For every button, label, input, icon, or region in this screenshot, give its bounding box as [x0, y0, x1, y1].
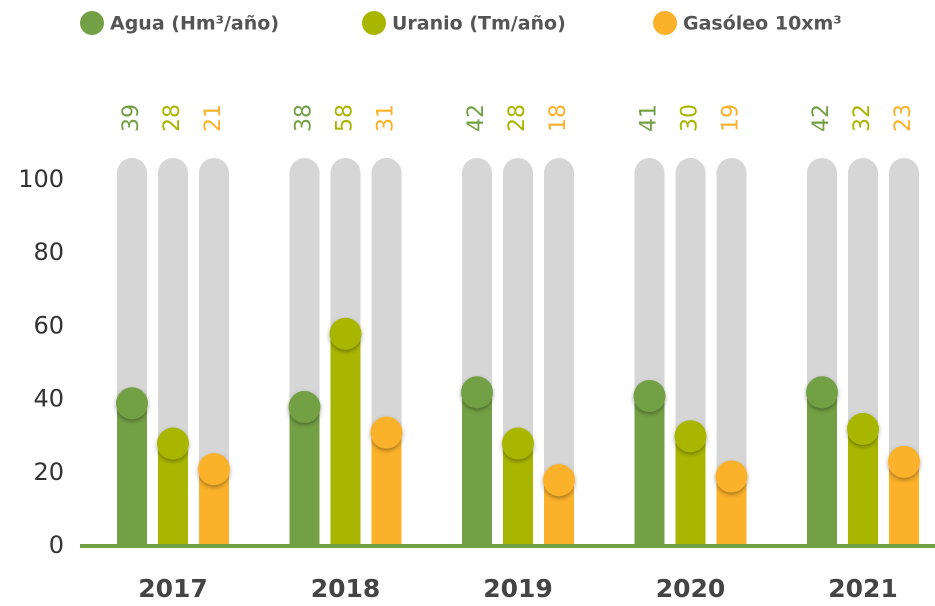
value-label: 42 — [464, 104, 489, 132]
bar-cap — [806, 376, 838, 409]
value-label: 23 — [891, 104, 916, 132]
value-label: 42 — [809, 104, 834, 132]
value-label: 31 — [374, 104, 399, 132]
bar-cap — [116, 387, 148, 420]
legend-swatch — [362, 11, 386, 35]
x-tick-label: 2017 — [138, 574, 208, 603]
bar-cap — [543, 464, 575, 497]
track — [544, 158, 574, 548]
track — [199, 158, 229, 548]
bar-cap — [157, 427, 189, 460]
bar-cap — [370, 416, 403, 449]
y-tick-label: 20 — [33, 458, 64, 486]
value-label: 18 — [546, 104, 571, 132]
value-label: 38 — [292, 104, 317, 132]
value-label: 30 — [678, 104, 703, 132]
y-tick-label: 40 — [33, 385, 64, 413]
bar — [289, 406, 320, 546]
bar — [158, 443, 188, 546]
bar — [462, 392, 492, 546]
bar — [117, 403, 147, 546]
bar-cap — [715, 460, 748, 493]
value-label: 58 — [333, 104, 358, 132]
bar-cap — [329, 317, 362, 350]
value-label: 28 — [160, 104, 185, 132]
value-label: 28 — [505, 104, 530, 132]
bar — [330, 333, 361, 546]
y-tick-label: 80 — [33, 238, 64, 266]
bar-cap — [461, 376, 493, 409]
bar-cap — [847, 412, 879, 445]
x-tick-label: 2019 — [483, 574, 553, 603]
value-label: 21 — [201, 104, 226, 132]
bar — [848, 428, 878, 546]
bar — [503, 443, 533, 546]
y-tick-label: 100 — [18, 165, 64, 193]
x-tick-label: 2021 — [828, 574, 898, 603]
bar — [371, 432, 402, 546]
track — [716, 158, 747, 548]
value-label: 19 — [719, 104, 744, 132]
bar-cap — [674, 420, 707, 453]
legend-label: Uranio (Tm/año) — [392, 13, 566, 35]
value-label: 39 — [119, 104, 144, 132]
y-tick-label: 60 — [33, 311, 64, 339]
legend-label: Gasóleo 10xm³ — [683, 13, 842, 35]
bar-cap — [633, 379, 666, 412]
value-label: 32 — [850, 104, 875, 132]
bar-cap — [198, 453, 230, 486]
bar — [675, 436, 706, 546]
bar-cap — [888, 445, 920, 478]
value-label: 41 — [637, 104, 662, 132]
y-tick-label: 0 — [49, 531, 64, 559]
x-tick-label: 2020 — [656, 574, 726, 603]
bar — [807, 392, 837, 546]
bar-cap — [288, 390, 321, 423]
bar-cap — [502, 427, 534, 460]
legend-swatch — [653, 11, 677, 35]
legend-label: Agua (Hm³/año) — [110, 13, 279, 35]
bar — [634, 395, 665, 546]
legend-swatch — [80, 11, 104, 35]
x-tick-label: 2018 — [311, 574, 381, 603]
